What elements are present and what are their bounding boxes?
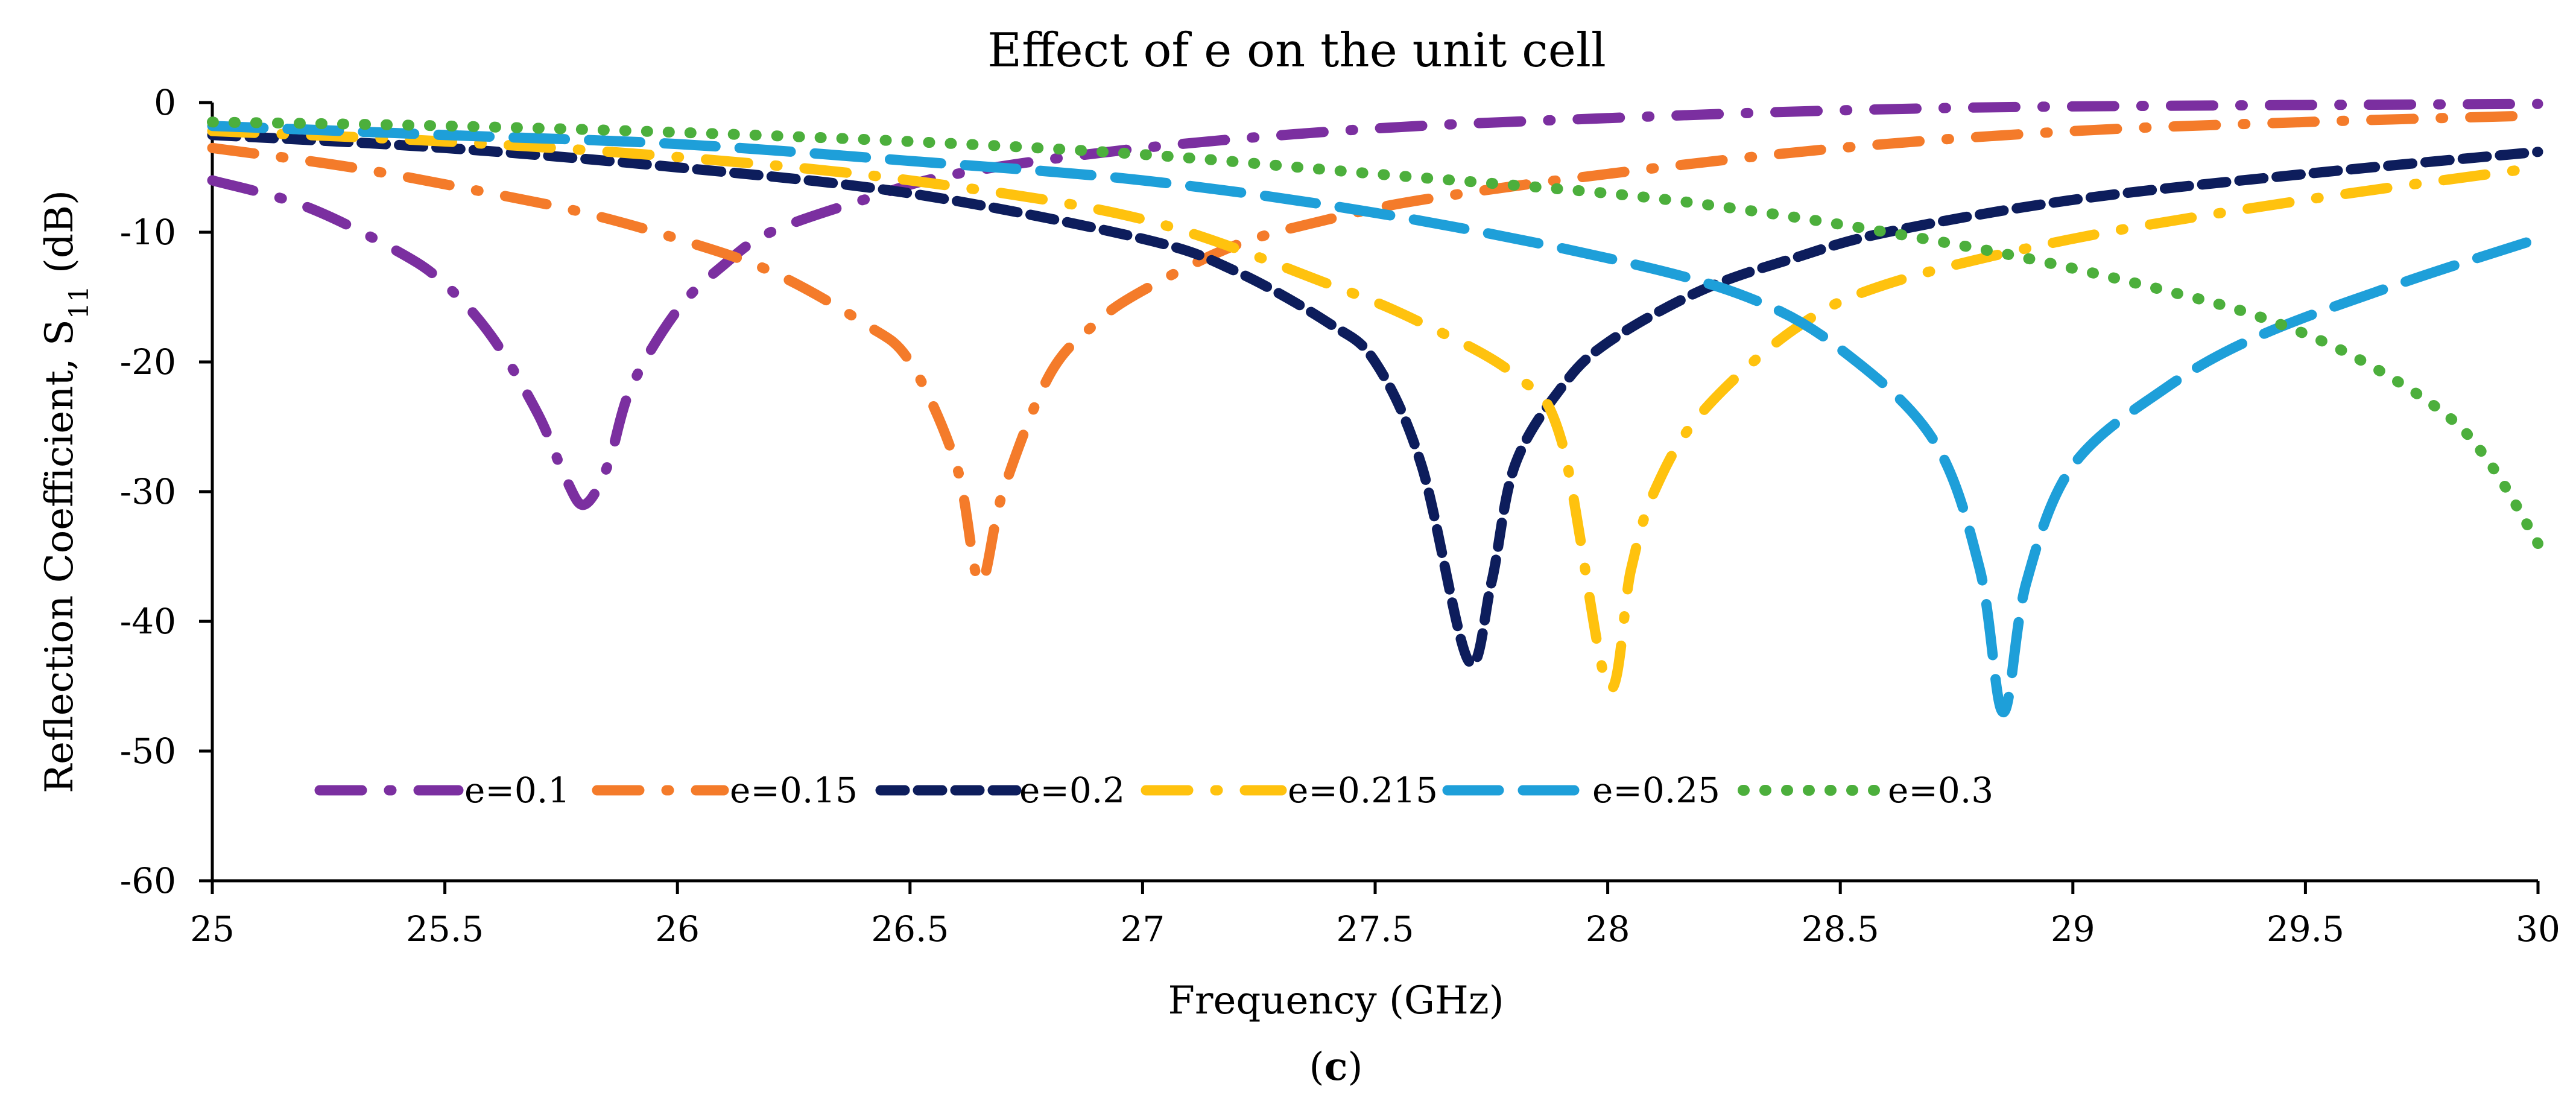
x-tick-labels: 25 25.5 26 26.5 27 27.5 28 28.5 29 29.5 30 — [190, 881, 2560, 950]
series-line-6 — [207, 116, 2543, 549]
x-tick-label: 27.5 — [1336, 909, 1414, 950]
y-axis-label: Reflection Coefficient, S11 (dB) — [37, 190, 95, 793]
legend: e=0.1 e=0.15 e=0.2 e=0.215 e=0.25 e=0.3 — [314, 770, 1993, 811]
x-tick-label: 26 — [655, 909, 700, 950]
x-tick-label: 27 — [1120, 909, 1165, 950]
caption-open: ( — [1309, 1045, 1324, 1089]
x-tick-label: 26.5 — [871, 909, 949, 950]
y-tick-label: -60 — [120, 860, 176, 901]
series-line-1 — [207, 98, 2543, 510]
legend-label-5: e=0.25 — [1592, 770, 1720, 811]
y-tick-label: -20 — [120, 341, 176, 382]
y-axis-label-main: Reflection Coefficient, S — [37, 319, 82, 793]
x-tick-label: 25.5 — [406, 909, 484, 950]
figure-caption: (c) — [1309, 1044, 1363, 1089]
x-tick-label: 30 — [2516, 909, 2560, 950]
series-line-5 — [207, 121, 2543, 718]
x-tick-label: 28 — [1586, 909, 1630, 950]
caption-letter: c — [1324, 1044, 1348, 1089]
y-tick-label: -40 — [120, 601, 176, 642]
series-lines — [207, 98, 2543, 718]
y-tick-label: -30 — [120, 471, 176, 512]
legend-label-6: e=0.3 — [1888, 770, 1993, 811]
x-tick-label: 29.5 — [2267, 909, 2344, 950]
legend-label-2: e=0.15 — [730, 770, 858, 811]
x-axis-label: Frequency (GHz) — [1168, 978, 1504, 1023]
series-line-4 — [207, 125, 2543, 694]
x-tick-label: 25 — [190, 909, 235, 950]
y-tick-label: -50 — [120, 731, 176, 772]
x-tick-label: 29 — [2051, 909, 2095, 950]
y-tick-labels: 0 -10 -20 -30 -40 -50 -60 — [120, 82, 212, 901]
y-tick-label: -10 — [120, 212, 176, 253]
caption-close: ) — [1347, 1045, 1362, 1089]
y-tick-label: 0 — [154, 82, 176, 123]
y-axis-label-unit: (dB) — [37, 190, 82, 285]
x-tick-label: 28.5 — [1802, 909, 1879, 950]
series-line-2 — [207, 110, 2543, 588]
legend-label-3: e=0.2 — [1019, 770, 1125, 811]
legend-label-4: e=0.215 — [1288, 770, 1438, 811]
y-axis-label-subscript: 11 — [64, 285, 95, 319]
legend-label-1: e=0.1 — [464, 770, 570, 811]
chart-title: Effect of e on the unit cell — [987, 24, 1606, 78]
series-line-3 — [207, 130, 2543, 669]
